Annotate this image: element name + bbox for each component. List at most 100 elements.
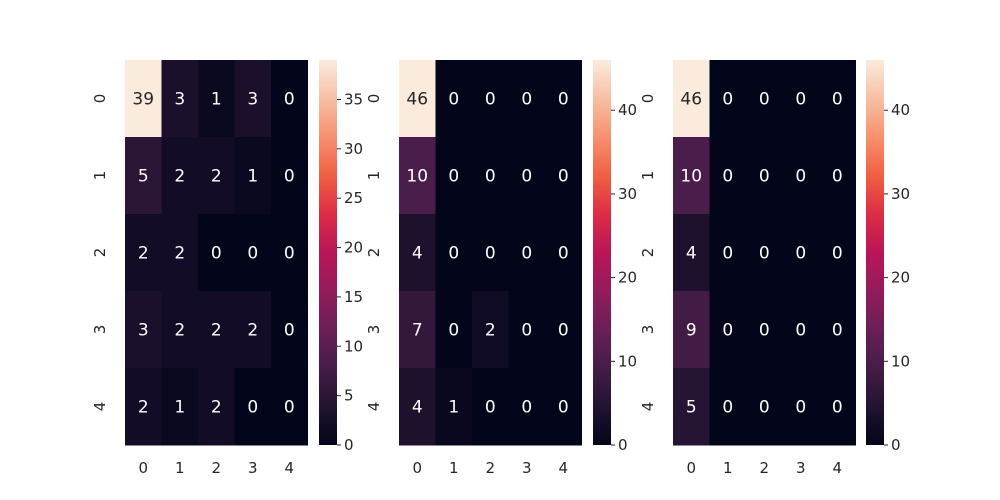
x-tick-label: 1 [449,459,459,477]
heatmap-cell [125,368,162,446]
cell-value-label: 0 [795,321,806,341]
heatmap-cell [673,60,710,138]
heatmap-cell [508,60,546,138]
heatmap-cell [198,60,235,138]
cell-value-label: 4 [412,398,423,418]
colorbar-tick-label: 40 [891,101,910,119]
x-tick-label: 3 [796,459,806,477]
cell-value-label: 0 [284,321,295,341]
cell-value-label: 2 [138,244,149,264]
colorbar [866,60,884,445]
cell-value-label: 0 [795,244,806,264]
cell-value-label: 2 [211,167,222,187]
colorbar-tick-label: 30 [618,185,637,203]
cell-value-label: 3 [247,90,258,110]
cell-value-label: 0 [759,398,770,418]
cell-value-label: 0 [485,244,496,264]
heatmap-cell [545,60,582,138]
x-tick-label: 0 [138,459,148,477]
heatmap-cell [472,368,509,446]
cell-value-label: 0 [284,398,295,418]
colorbar-tick-label: 20 [618,269,637,287]
heatmap-cell [746,214,783,292]
heatmap-cell [271,60,308,138]
cell-value-label: 1 [448,398,459,418]
heatmap-panel-1: 46 0 0 0 010 0 0 0 04 0 0 0 07 0 2 0 04 1 0 0 00 1 2 3 401234010… [365,60,637,477]
cell-value-label: 0 [448,244,459,264]
y-tick-label: 3 [365,325,383,335]
heatmap-cell [472,291,509,369]
heatmap-cell [819,137,856,215]
heatmap-cell [399,291,436,369]
cell-value-label: 1 [211,90,222,110]
heatmap-cell [271,137,308,215]
cell-value-label: 0 [211,244,222,264]
heatmap-cell [234,291,272,369]
colorbar [593,60,611,445]
cell-value-label: 0 [521,167,532,187]
x-tick-label: 2 [485,459,495,477]
heatmap-cell [545,137,582,215]
x-tick-label: 0 [412,459,422,477]
cell-value-label: 0 [521,244,532,264]
cell-value-label: 0 [521,398,532,418]
cell-value-label: 4 [412,244,423,264]
y-tick-label: 4 [91,402,109,412]
heatmap-cell [125,214,162,292]
cell-value-label: 0 [247,398,258,418]
cell-value-label: 3 [138,321,149,341]
heatmap-cell [782,214,820,292]
cell-value-label: 0 [558,321,569,341]
heatmap-cell [198,291,235,369]
heatmap-cell [545,291,582,369]
heatmap-cell [399,60,436,138]
heatmap-cell [399,214,436,292]
heatmap-cell [673,214,710,292]
cell-value-label: 1 [247,167,258,187]
heatmap-cell [125,60,162,138]
heatmap-cell [234,214,272,292]
cell-value-label: 7 [412,321,423,341]
heatmap-cell [435,291,473,369]
heatmap-cell [161,60,199,138]
x-tick-label: 4 [832,459,842,477]
heatmap-cell [819,368,856,446]
y-tick-label: 1 [365,171,383,181]
x-tick-label: 2 [759,459,769,477]
y-tick-label: 1 [91,171,109,181]
colorbar-tick-label: 10 [344,337,363,355]
x-tick-label: 1 [175,459,185,477]
x-tick-label: 1 [723,459,733,477]
colorbar-tick-label: 10 [891,352,910,370]
heatmap-panel-0: 39 3 1 3 05 2 2 1 02 2 0 0 03 2 2 2 02 1 2 0 00 1 2 3 4012340510… [91,60,363,477]
heatmap-cell [746,368,783,446]
colorbar [319,60,337,445]
x-tick-label: 2 [211,459,221,477]
cell-value-label: 0 [832,167,843,187]
cell-value-label: 39 [132,90,154,110]
heatmap-cell [472,60,509,138]
heatmap-cell [819,214,856,292]
cell-value-label: 0 [759,90,770,110]
heatmap-cell [161,291,199,369]
y-tick-label: 4 [365,402,383,412]
colorbar-tick-label: 35 [344,90,363,108]
heatmap-cell [709,137,747,215]
colorbar-tick-label: 5 [344,387,354,405]
colorbar-tick-label: 0 [344,436,354,454]
y-tick-label: 0 [639,94,657,104]
cell-value-label: 0 [247,244,258,264]
cell-value-label: 10 [680,167,702,187]
x-tick-label: 3 [522,459,532,477]
heatmap-cell [271,368,308,446]
cell-value-label: 4 [686,244,697,264]
heatmap-cell [545,368,582,446]
cell-value-label: 0 [448,90,459,110]
heatmap-cell [198,214,235,292]
cell-value-label: 0 [558,90,569,110]
cell-value-label: 0 [832,244,843,264]
heatmap-cell [508,214,546,292]
cell-value-label: 0 [722,90,733,110]
colorbar-tick-label: 0 [891,436,901,454]
heatmap-cell [819,60,856,138]
